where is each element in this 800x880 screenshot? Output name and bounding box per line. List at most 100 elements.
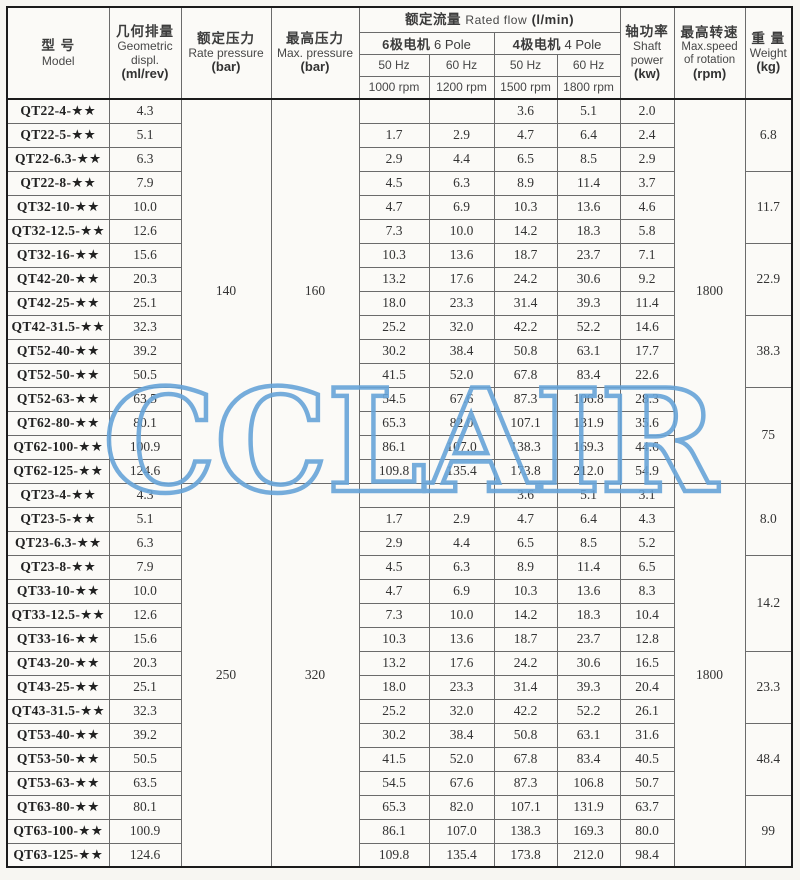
flow-4pole-50hz-cell: 24.2 [493,650,558,676]
flow-6pole-60hz-cell: 82.0 [428,410,495,436]
flow-4pole-60hz-cell: 23.7 [556,242,621,268]
flow-4pole-60hz-cell: 39.3 [556,290,621,316]
freq-header-4p-60hz: 60 Hz [556,53,621,77]
flow-4pole-50hz-cell: 14.2 [493,218,558,244]
model-cell: QT53-40-★★ [6,722,110,748]
6pole-header-en: 6 Pole [433,36,471,52]
flow-4pole-60hz-cell: 5.1 [556,482,621,508]
flow-6pole-60hz-cell: 2.9 [428,122,495,148]
weight-header-en: Weight [749,46,787,61]
spec-row: QT62-100-★★ 100.9 86.1 107.0 138.3 169.3 44.6 [6,434,792,460]
spec-row: QT23-4-★★ 4.3 250 320 3.6 5.1 3.1 1800 8.0 [6,482,793,868]
flow-4pole-60hz-cell: 106.8 [556,386,621,412]
flow-6pole-50hz-cell: 7.3 [358,218,430,244]
displacement-cell: 39.2 [108,338,182,364]
displacement-header-unit: (ml/rev) [121,65,169,81]
flow-4pole-60hz-cell: 169.3 [556,434,621,460]
shaft-power-cell: 16.5 [619,650,675,676]
flow-6pole-60hz-cell: 107.0 [428,818,495,844]
col-header-rate-pressure: 额定压力 Rate pressure (bar) [180,6,272,100]
shaft-power-cell: 2.0 [619,98,675,124]
max-speed-cell: 1800 [673,482,746,868]
flow-4pole-50hz-cell: 67.8 [493,746,558,772]
flow-6pole-60hz-cell: 13.6 [428,242,495,268]
displacement-cell: 124.6 [108,842,182,868]
displacement-cell: 20.3 [108,650,182,676]
displacement-cell: 6.3 [108,146,182,172]
flow-6pole-50hz-cell: 65.3 [358,794,430,820]
model-cell: QT32-10-★★ [6,194,110,220]
displacement-cell: 32.3 [108,698,182,724]
displacement-cell: 4.3 [108,482,182,508]
rated-flow-header-zh: 额定流量 [404,11,461,27]
flow-4pole-60hz-cell: 212.0 [556,458,621,484]
freq-header-6p-60hz: 60 Hz [428,53,495,77]
flow-4pole-60hz-cell: 13.6 [556,194,621,220]
shaft-power-cell: 8.3 [619,578,675,604]
col-header-model: 型 号 Model [6,6,110,100]
shaft-power-cell: 9.2 [619,266,675,292]
flow-6pole-60hz-cell: 32.0 [428,698,495,724]
shaft-power-cell: 4.3 [619,506,675,532]
flow-4pole-60hz-cell: 18.3 [556,602,621,628]
model-cell: QT43-25-★★ [6,674,110,700]
flow-4pole-50hz-cell: 107.1 [493,794,558,820]
flow-4pole-60hz-cell: 212.0 [556,842,621,868]
flow-6pole-60hz-cell: 10.0 [428,602,495,628]
max-speed-cell: 1800 [673,98,746,484]
model-cell: QT33-12.5-★★ [6,602,110,628]
pump-spec-table: 型 号 Model 几何排量 Geometric displ. (ml/rev)… [6,6,794,868]
model-cell: QT23-5-★★ [6,506,110,532]
flow-6pole-60hz-cell: 135.4 [428,842,495,868]
flow-4pole-60hz-cell: 11.4 [556,170,621,196]
flow-4pole-50hz-cell: 173.8 [493,458,558,484]
model-cell: QT62-80-★★ [6,410,110,436]
flow-4pole-60hz-cell: 23.7 [556,626,621,652]
displacement-cell: 80.1 [108,410,182,436]
flow-4pole-50hz-cell: 8.9 [493,554,558,580]
rpm-header-1000: 1000 rpm [358,75,430,100]
flow-4pole-50hz-cell: 14.2 [493,602,558,628]
flow-6pole-50hz-cell: 65.3 [358,410,430,436]
flow-4pole-60hz-cell: 6.4 [556,506,621,532]
shaft-power-cell: 63.7 [619,794,675,820]
col-header-6pole: 6极电机 6 Pole [358,31,495,55]
spec-row: QT63-80-★★ 80.1 65.3 82.0 107.1 131.9 63.7 99 [6,794,793,868]
shaft-power-cell: 3.7 [619,170,675,196]
max-pressure-header-en: Max. pressure [276,46,354,61]
spec-row: QT22-5-★★ 5.1 1.7 2.9 4.7 6.4 2.4 [6,122,792,148]
flow-4pole-60hz-cell: 6.4 [556,122,621,148]
flow-4pole-50hz-cell: 138.3 [493,818,558,844]
flow-4pole-50hz-cell: 107.1 [493,410,558,436]
flow-4pole-50hz-cell: 42.2 [493,698,558,724]
shaft-power-cell: 44.6 [619,434,675,460]
flow-6pole-50hz-cell: 2.9 [358,530,430,556]
displacement-cell: 25.1 [108,674,182,700]
shaft-power-cell: 26.1 [619,698,675,724]
flow-6pole-60hz-cell: 6.9 [428,194,495,220]
model-cell: QT62-100-★★ [6,434,110,460]
displacement-cell: 63.5 [108,386,182,412]
flow-6pole-50hz-cell: 13.2 [358,650,430,676]
4pole-header-zh: 4极电机 [512,36,561,52]
shaft-power-cell: 17.7 [619,338,675,364]
spec-row: QT52-40-★★ 39.2 30.2 38.4 50.8 63.1 17.7 [6,338,792,364]
displacement-cell: 25.1 [108,290,182,316]
flow-6pole-50hz-cell: 86.1 [358,818,430,844]
spec-row: QT22-4-★★ 4.3 140 160 3.6 5.1 2.0 1800 6.8 [6,98,793,484]
flow-4pole-50hz-cell: 3.6 [493,482,558,508]
max-speed-header-zh: 最高转速 [680,24,739,40]
model-cell: QT42-31.5-★★ [6,314,110,340]
flow-6pole-50hz-cell: 25.2 [358,698,430,724]
flow-4pole-60hz-cell: 11.4 [556,554,621,580]
flow-4pole-60hz-cell: 39.3 [556,674,621,700]
flow-6pole-60hz-cell: 52.0 [428,362,495,388]
model-cell: QT62-125-★★ [6,458,110,484]
col-header-weight: 重 量 Weight (kg) [744,6,793,100]
displacement-cell: 15.6 [108,626,182,652]
spec-row: QT52-63-★★ 63.5 54.5 67.6 87.3 106.8 28.3 75 [6,386,793,484]
spec-row: QT43-25-★★ 25.1 18.0 23.3 31.4 39.3 20.4 [6,674,792,700]
shaft-power-cell: 5.8 [619,218,675,244]
shaft-power-cell: 12.8 [619,626,675,652]
